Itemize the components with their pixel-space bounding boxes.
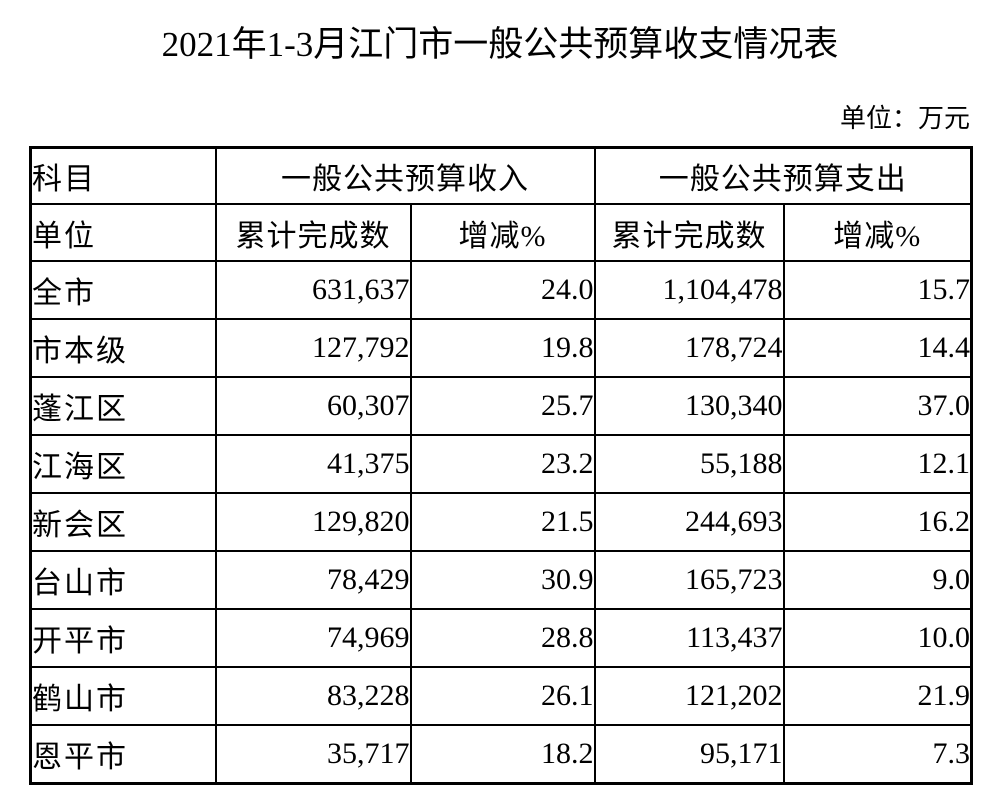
expenditure-total-cell: 113,437 <box>593 608 785 668</box>
region-cell: 恩平市 <box>29 724 217 785</box>
region-cell: 鹤山市 <box>29 666 217 726</box>
table-row: 台山市 78,429 30.9 165,723 9.0 <box>29 550 973 610</box>
income-total-cell: 631,637 <box>214 260 412 320</box>
expenditure-total-cell: 244,693 <box>593 492 785 552</box>
page-title: 2021年1-3月江门市一般公共预算收支情况表 <box>161 25 839 64</box>
unit-label: 单位：万元 <box>839 104 970 133</box>
table-row: 开平市 74,969 28.8 113,437 10.0 <box>29 608 973 668</box>
corner-cell-subject: 科目 <box>29 146 217 205</box>
region-cell: 江海区 <box>29 434 217 494</box>
subheader-income-total: 累计完成数 <box>214 203 412 262</box>
region-cell: 市本级 <box>29 318 217 378</box>
income-change-cell: 18.2 <box>409 724 596 785</box>
expenditure-change-cell: 37.0 <box>782 376 973 436</box>
income-total-cell: 35,717 <box>214 724 412 785</box>
corner-cell-unit: 单位 <box>29 203 217 262</box>
region-cell: 新会区 <box>29 492 217 552</box>
group-header-expenditure: 一般公共预算支出 <box>593 146 973 205</box>
region-cell: 全市 <box>29 260 217 320</box>
expenditure-total-cell: 1,104,478 <box>593 260 785 320</box>
table-row: 蓬江区 60,307 25.7 130,340 37.0 <box>29 376 973 436</box>
table-row: 新会区 129,820 21.5 244,693 16.2 <box>29 492 973 552</box>
expenditure-total-cell: 130,340 <box>593 376 785 436</box>
table-row: 江海区 41,375 23.2 55,188 12.1 <box>29 434 973 494</box>
header-row-subject: 科目 一般公共预算收入 一般公共预算支出 <box>29 146 973 205</box>
income-change-cell: 19.8 <box>409 318 596 378</box>
expenditure-total-cell: 55,188 <box>593 434 785 494</box>
expenditure-total-cell: 95,171 <box>593 724 785 785</box>
header-row-unit: 单位 累计完成数 增减% 累计完成数 增减% <box>29 203 973 262</box>
expenditure-change-cell: 7.3 <box>782 724 973 785</box>
expenditure-change-cell: 15.7 <box>782 260 973 320</box>
expenditure-change-cell: 12.1 <box>782 434 973 494</box>
subheader-income-change: 增减% <box>409 203 596 262</box>
income-change-cell: 28.8 <box>409 608 596 668</box>
expenditure-change-cell: 16.2 <box>782 492 973 552</box>
expenditure-total-cell: 121,202 <box>593 666 785 726</box>
income-total-cell: 78,429 <box>214 550 412 610</box>
budget-table: 科目 一般公共预算收入 一般公共预算支出 单位 累计完成数 增减% 累计完成数 … <box>29 146 973 785</box>
table-row: 鹤山市 83,228 26.1 121,202 21.9 <box>29 666 973 726</box>
income-change-cell: 21.5 <box>409 492 596 552</box>
group-header-income: 一般公共预算收入 <box>214 146 596 205</box>
income-total-cell: 129,820 <box>214 492 412 552</box>
expenditure-change-cell: 10.0 <box>782 608 973 668</box>
income-total-cell: 127,792 <box>214 318 412 378</box>
expenditure-change-cell: 21.9 <box>782 666 973 726</box>
income-change-cell: 25.7 <box>409 376 596 436</box>
income-total-cell: 74,969 <box>214 608 412 668</box>
table-row: 全市 631,637 24.0 1,104,478 15.7 <box>29 260 973 320</box>
region-cell: 台山市 <box>29 550 217 610</box>
region-cell: 开平市 <box>29 608 217 668</box>
expenditure-total-cell: 165,723 <box>593 550 785 610</box>
income-total-cell: 83,228 <box>214 666 412 726</box>
income-change-cell: 26.1 <box>409 666 596 726</box>
expenditure-change-cell: 9.0 <box>782 550 973 610</box>
table-row: 恩平市 35,717 18.2 95,171 7.3 <box>29 724 973 785</box>
expenditure-change-cell: 14.4 <box>782 318 973 378</box>
income-change-cell: 30.9 <box>409 550 596 610</box>
region-cell: 蓬江区 <box>29 376 217 436</box>
income-total-cell: 41,375 <box>214 434 412 494</box>
table-row: 市本级 127,792 19.8 178,724 14.4 <box>29 318 973 378</box>
income-change-cell: 23.2 <box>409 434 596 494</box>
subheader-expenditure-change: 增减% <box>782 203 973 262</box>
subheader-expenditure-total: 累计完成数 <box>593 203 785 262</box>
income-change-cell: 24.0 <box>409 260 596 320</box>
expenditure-total-cell: 178,724 <box>593 318 785 378</box>
income-total-cell: 60,307 <box>214 376 412 436</box>
